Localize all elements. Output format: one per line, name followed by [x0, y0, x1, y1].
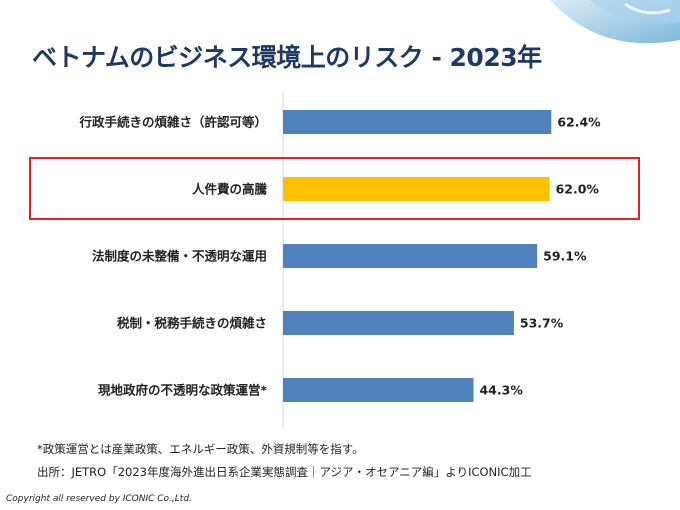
value-label-4: 44.3% — [479, 383, 523, 398]
footnote-source: 出所：JETRO「2023年度海外進出日系企業実態調査｜アジア・オセアニア編」よ… — [37, 465, 532, 479]
highlight-box — [29, 157, 640, 220]
copyright-text: Copyright all reserved by ICONIC Co.,Ltd… — [6, 494, 192, 504]
category-label-3: 税制・税務手続きの煩雑さ — [117, 316, 267, 331]
bar-3 — [283, 311, 514, 335]
bar-2 — [283, 244, 538, 268]
bar-0 — [283, 110, 552, 134]
value-label-3: 53.7% — [520, 316, 564, 331]
globe-decoration — [550, 0, 680, 44]
bar-1 — [283, 177, 550, 201]
page-title: ベトナムのビジネス環境上のリスク - 2023年 — [32, 43, 542, 72]
value-label-0: 62.4% — [557, 115, 601, 130]
footnote-policy: *政策運営とは産業政策、エネルギー政策、外資規制等を指す。 — [37, 442, 364, 456]
category-label-2: 法制度の未整備・不透明な運用 — [92, 249, 267, 264]
category-label-4: 現地政府の不透明な政策運営* — [98, 383, 268, 398]
category-label-1: 人件費の高騰 — [192, 182, 268, 197]
value-label-2: 59.1% — [543, 249, 587, 264]
bar-4 — [283, 378, 474, 402]
category-label-0: 行政手続きの煩雑さ（許認可等） — [78, 115, 267, 130]
value-label-1: 62.0% — [556, 182, 600, 197]
